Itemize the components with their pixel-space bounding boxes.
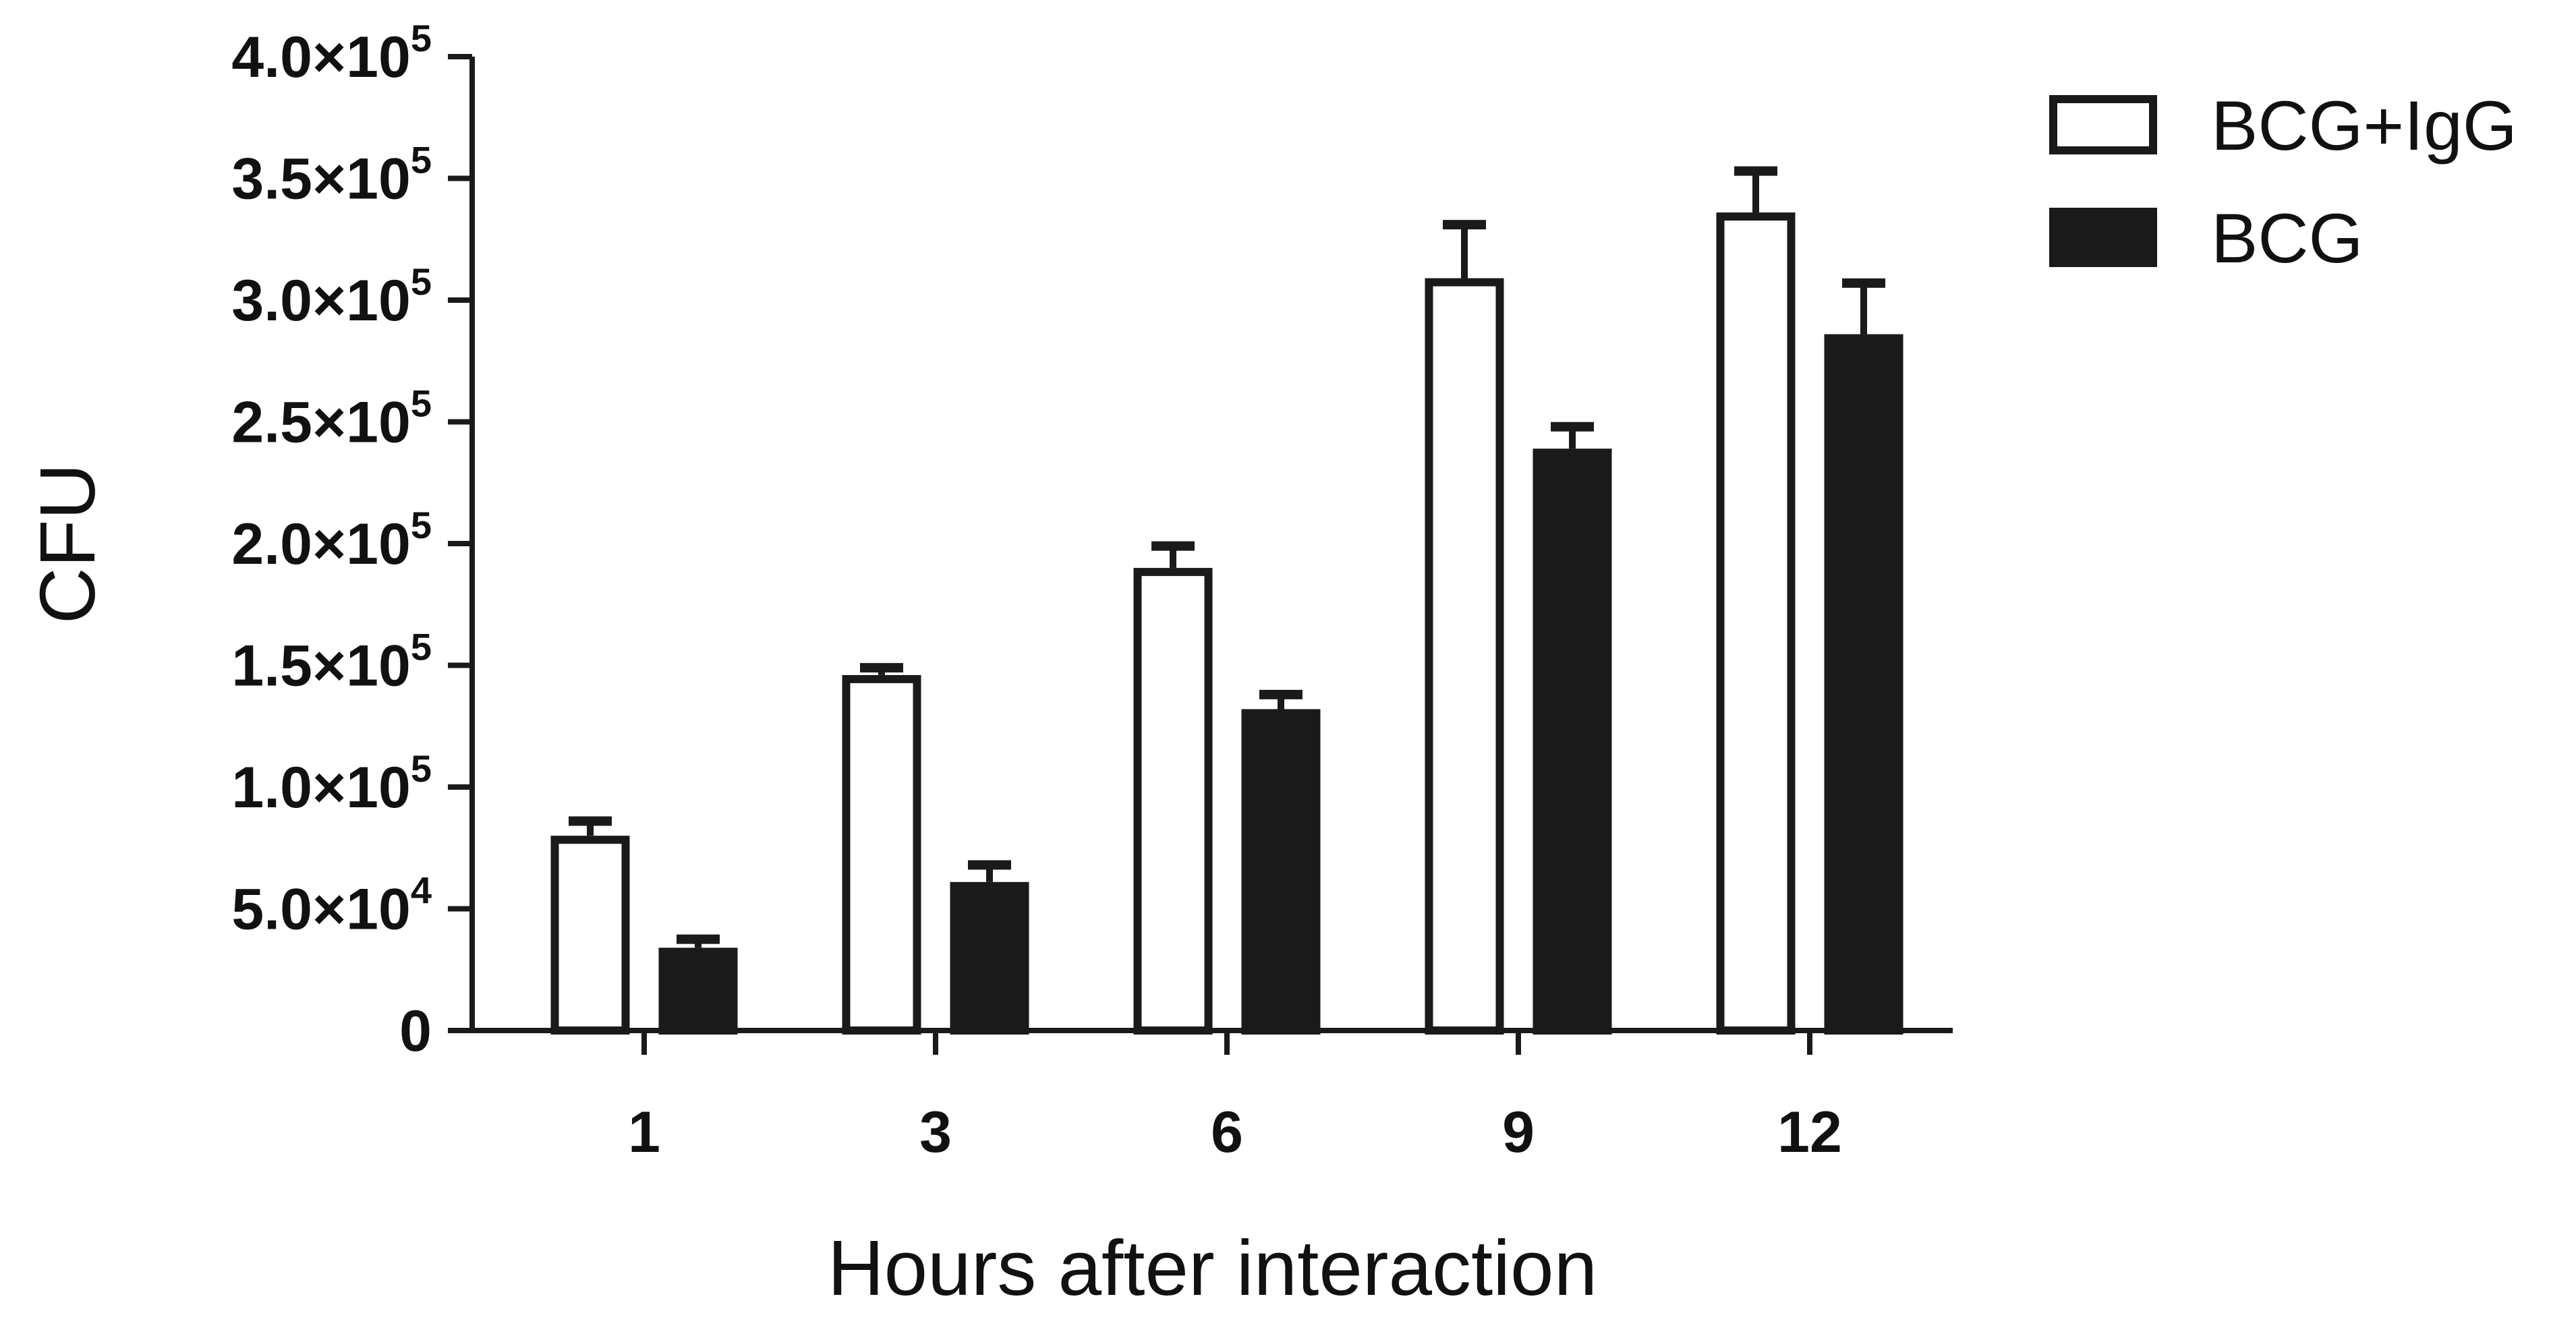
x-tick-label: 3 xyxy=(919,1100,952,1165)
x-tick-label: 1 xyxy=(628,1100,660,1165)
legend: BCG+IgG BCG xyxy=(2049,87,2517,278)
y-tick-label: 3.0×105 xyxy=(231,260,432,333)
bar xyxy=(950,881,1029,1035)
legend-swatch xyxy=(2049,208,2157,267)
x-tick-label: 12 xyxy=(1777,1100,1842,1165)
bar xyxy=(1133,568,1213,1035)
x-tick-label: 9 xyxy=(1502,1100,1535,1165)
legend-label: BCG xyxy=(2211,200,2363,278)
bar xyxy=(1425,278,1504,1035)
legend-swatch xyxy=(2049,95,2157,154)
bars xyxy=(550,166,1904,1035)
x-tick-label: 6 xyxy=(1211,1100,1243,1165)
tick-labels: 0 5.0×104 1.0×105 1.5×105 2.0×105 2.5×105 3.0×… xyxy=(231,17,1841,1165)
bar xyxy=(1241,709,1321,1035)
bar xyxy=(550,836,630,1035)
bar xyxy=(1716,212,1796,1035)
bar xyxy=(658,948,738,1035)
x-axis-title: Hours after interaction xyxy=(828,1224,1597,1312)
bar xyxy=(842,674,921,1035)
y-tick-label: 2.5×105 xyxy=(231,382,432,455)
y-tick-label: 4.0×105 xyxy=(231,17,432,90)
y-tick-label: 5.0×104 xyxy=(231,869,432,942)
y-tick-label: 1.0×105 xyxy=(231,747,432,820)
y-axis-title: CFU xyxy=(24,463,111,624)
y-tick-label: 3.5×105 xyxy=(231,139,432,212)
y-tick-label: 2.0×105 xyxy=(231,504,432,577)
y-tick-label: 0 xyxy=(399,999,432,1064)
bar xyxy=(1824,334,1904,1035)
y-tick-label: 1.5×105 xyxy=(231,626,432,699)
legend-label: BCG+IgG xyxy=(2211,87,2517,165)
bar xyxy=(1533,448,1612,1035)
